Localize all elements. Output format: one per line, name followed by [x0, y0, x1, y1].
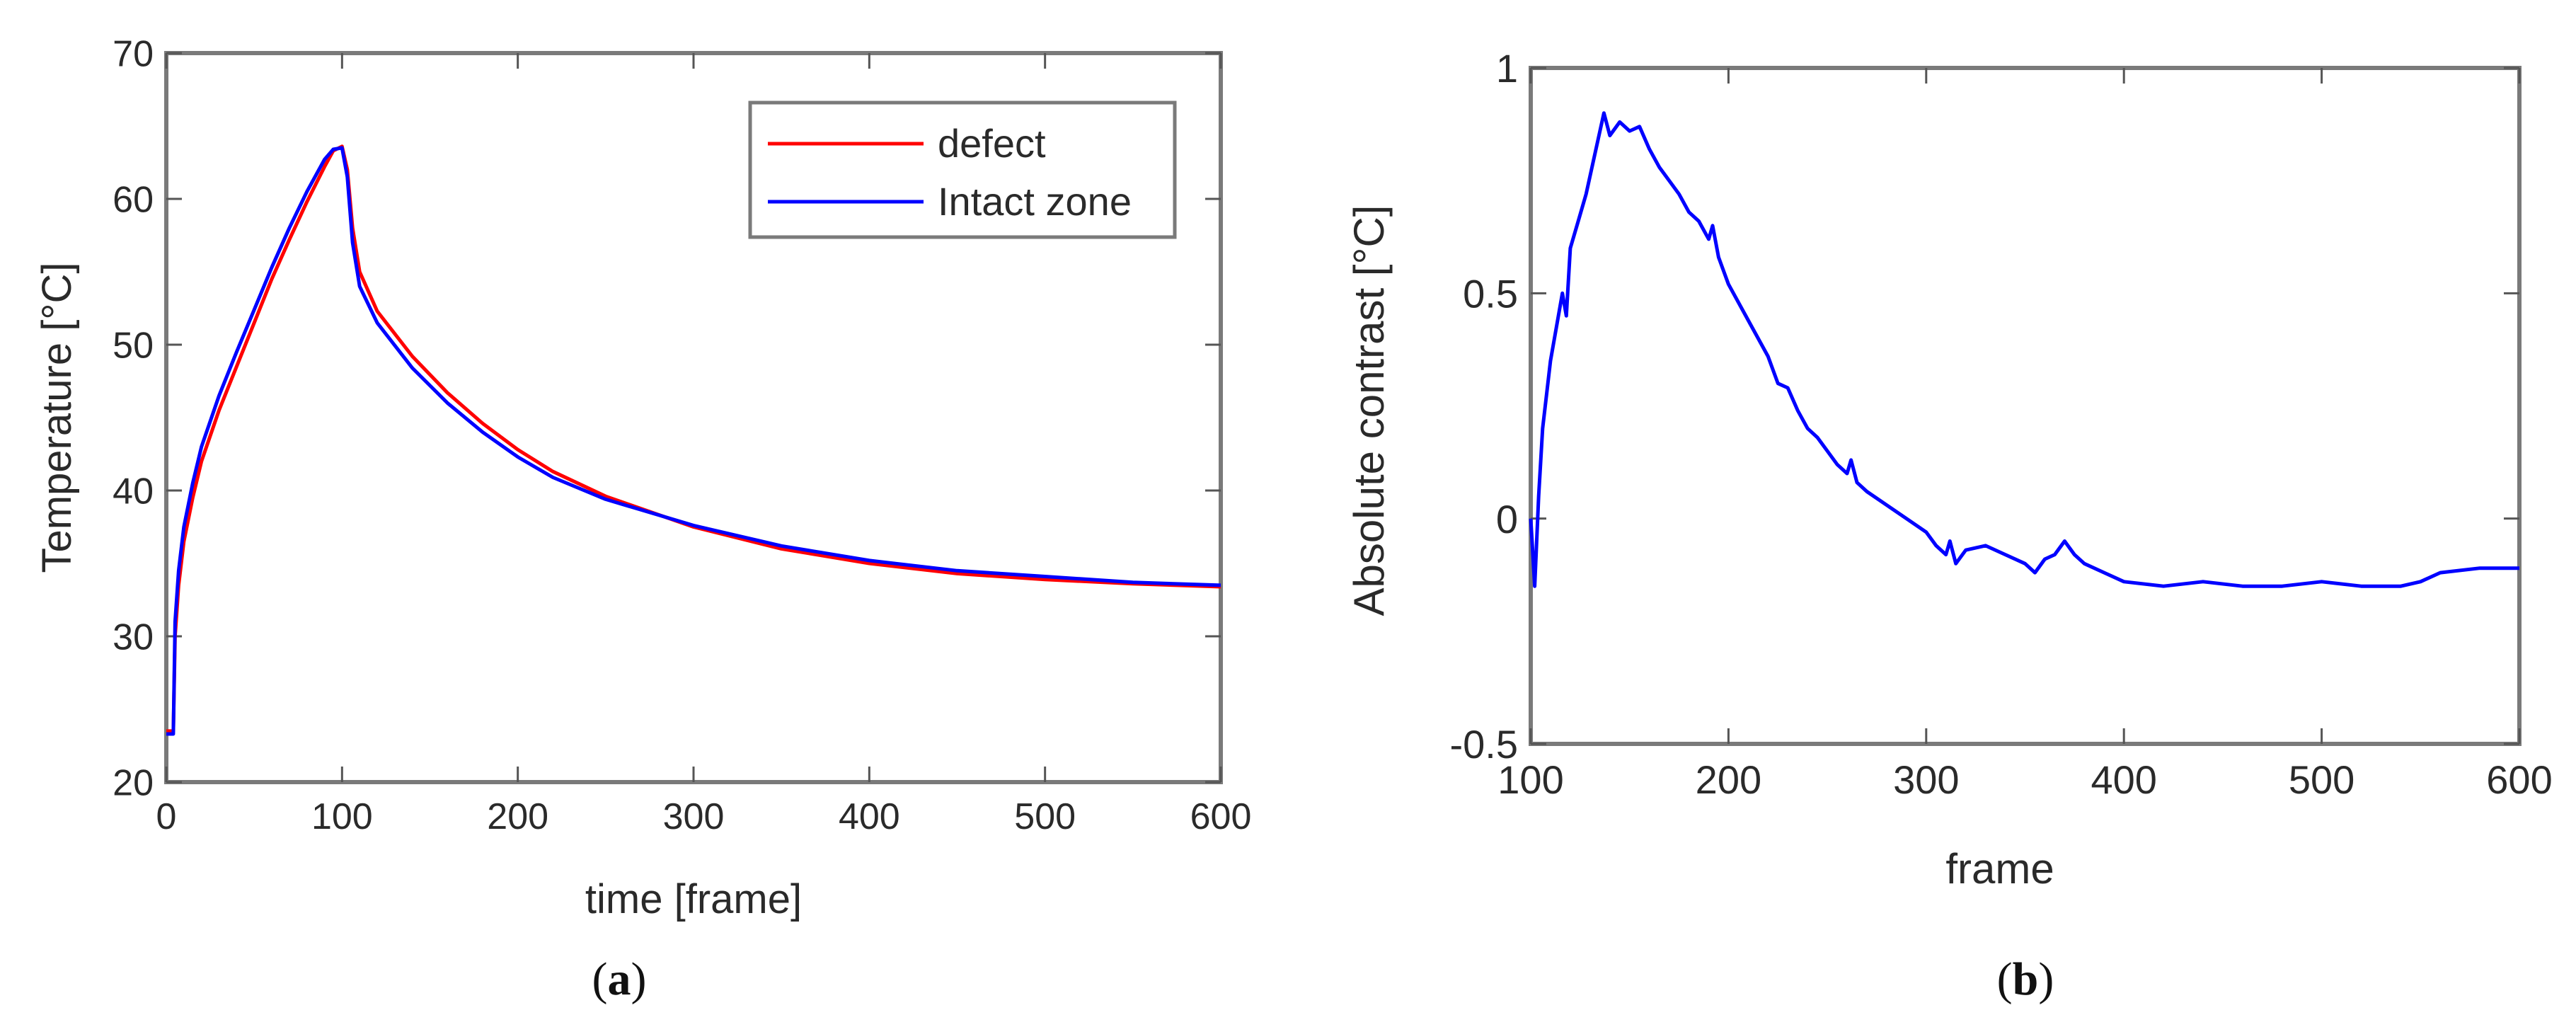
x-axis-label-a: time [frame]: [585, 876, 802, 922]
y-axis-label-a: Temperature [°C]: [34, 262, 80, 573]
panel-caption-a: (a): [592, 953, 647, 1005]
x-tick-label-b: 200: [1696, 757, 1761, 802]
x-tick-label-a: 400: [839, 796, 900, 837]
legend-label-intact-zone: Intact zone: [938, 179, 1132, 224]
x-tick-label-b: 300: [1893, 757, 1959, 802]
x-axis-label-b: frame: [1945, 845, 2054, 893]
series-line-absolute-contrast: [1529, 111, 2519, 588]
x-tick-label-b: 100: [1497, 757, 1563, 802]
x-tick-label-a: 200: [487, 796, 548, 837]
series-line-intact-zone: [166, 146, 1221, 736]
y-tick-label-b: -0.5: [1450, 722, 1519, 767]
x-tick-label-b: 600: [2486, 757, 2552, 802]
y-tick-label-a: 70: [113, 34, 154, 75]
y-tick-label-a: 40: [113, 471, 154, 512]
series-group-a: [166, 144, 1221, 736]
y-axis-ticks-a: 20 30 40 50 60 70: [113, 34, 1221, 804]
x-tick-label-a: 100: [311, 796, 373, 837]
panel-letter-a: a: [608, 953, 631, 1005]
x-axis-ticks-a: 0 100 200 300 400 500 600: [156, 53, 1252, 837]
plot-frame-b: [1529, 66, 2522, 746]
x-tick-label-a: 500: [1014, 796, 1076, 837]
x-tick-label-b: 400: [2091, 757, 2156, 802]
x-tick-label-a: 300: [663, 796, 725, 837]
y-tick-label-a: 30: [113, 617, 154, 658]
legend-box-a: [748, 101, 1177, 239]
y-tick-label-a: 60: [113, 180, 154, 221]
y-axis-label-b: Absolute contrast [°C]: [1345, 205, 1393, 616]
x-tick-label-a: 600: [1190, 796, 1252, 837]
y-tick-label-b: 1: [1496, 46, 1518, 91]
y-tick-label-a: 50: [113, 326, 154, 367]
legend-a: defect Intact zone: [748, 101, 1177, 239]
legend-label-defect: defect: [938, 121, 1046, 166]
chart-panel-a: 20 30 40 50 60 70 0 100 200 300 400 500 600 Tempera…: [34, 34, 1251, 1005]
y-tick-label-b: 0: [1496, 497, 1518, 541]
x-tick-label-b: 500: [2289, 757, 2354, 802]
y-tick-label-a: 20: [113, 763, 154, 804]
y-axis-ticks-b: -0.5 0 0.5 1: [1450, 46, 2519, 767]
panel-caption-b: (b): [1997, 953, 2054, 1005]
x-axis-ticks-b: 100 200 300 400 500 600: [1497, 68, 2553, 802]
chart-panel-b: -0.5 0 0.5 1 100 200 300 400 500 600 Absolute co…: [1345, 46, 2553, 1005]
series-group-b: [1529, 111, 2519, 588]
x-tick-label-a: 0: [156, 796, 177, 837]
panel-letter-b: b: [2013, 953, 2039, 1005]
y-tick-label-b: 0.5: [1463, 271, 1518, 316]
